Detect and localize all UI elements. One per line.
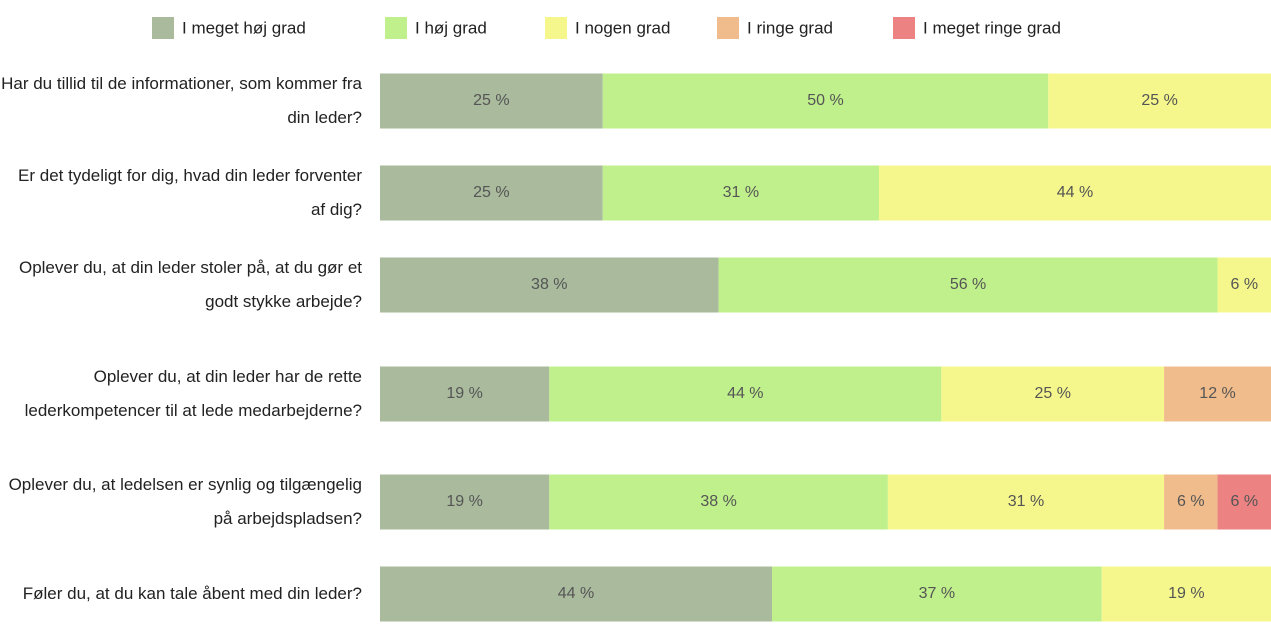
bar-segment (602, 73, 1049, 129)
bar-segment (941, 366, 1165, 422)
bar-segment (380, 366, 550, 422)
legend-swatch (152, 17, 174, 39)
category-label: Oplever du, at din leder har de rette le… (24, 367, 362, 420)
bar-segment (1048, 73, 1271, 129)
value-label: 19 % (446, 385, 482, 402)
category-label: Oplever du, at din leder stoler på, at d… (18, 258, 362, 311)
bar-segment (1217, 257, 1271, 313)
legend-label: I høj grad (415, 18, 487, 37)
value-label: 25 % (1141, 92, 1177, 109)
value-label: 25 % (473, 92, 509, 109)
bar-segment (1164, 474, 1218, 530)
value-label: 31 % (1008, 493, 1044, 510)
value-label: 44 % (727, 385, 763, 402)
category-label: Føler du, at du kan tale åbent med din l… (22, 584, 362, 603)
bar-segment (380, 474, 550, 530)
value-label: 38 % (700, 493, 736, 510)
value-label: 38 % (531, 276, 567, 293)
bar-segment (1101, 566, 1271, 622)
bar-segment (718, 257, 1218, 313)
value-label: 19 % (1168, 585, 1204, 602)
legend-label: I meget høj grad (182, 18, 306, 37)
bar-segment (1164, 366, 1271, 422)
bar-segment (1217, 474, 1271, 530)
value-label: 44 % (558, 585, 594, 602)
value-label: 6 % (1177, 493, 1205, 510)
bar-segment (380, 165, 603, 221)
value-label: 37 % (919, 585, 955, 602)
bar-segment (602, 165, 879, 221)
legend-swatch (893, 17, 915, 39)
category-label: Er det tydeligt for dig, hvad din leder … (18, 166, 362, 219)
value-label: 6 % (1230, 493, 1258, 510)
value-label: 44 % (1057, 184, 1093, 201)
legend-label: I nogen grad (575, 18, 670, 37)
bar-segment (549, 474, 888, 530)
legend-label: I ringe grad (747, 18, 833, 37)
bar-segment (380, 566, 773, 622)
bar-segment (549, 366, 942, 422)
bar-segment (878, 165, 1271, 221)
bar-segment (380, 257, 719, 313)
legend-swatch (717, 17, 739, 39)
value-label: 50 % (807, 92, 843, 109)
category-label: Oplever du, at ledelsen er synlig og til… (8, 475, 362, 528)
legend-label: I meget ringe grad (923, 18, 1061, 37)
value-label: 31 % (723, 184, 759, 201)
category-label: Har du tillid til de informationer, som … (1, 74, 362, 127)
legend-swatch (385, 17, 407, 39)
bar-segment (772, 566, 1102, 622)
value-label: 56 % (950, 276, 986, 293)
value-label: 25 % (1034, 385, 1070, 402)
value-label: 25 % (473, 184, 509, 201)
value-label: 19 % (446, 493, 482, 510)
value-label: 12 % (1199, 385, 1235, 402)
bar-segment (380, 73, 603, 129)
bar-segment (887, 474, 1165, 530)
legend-swatch (545, 17, 567, 39)
value-label: 6 % (1230, 276, 1258, 293)
